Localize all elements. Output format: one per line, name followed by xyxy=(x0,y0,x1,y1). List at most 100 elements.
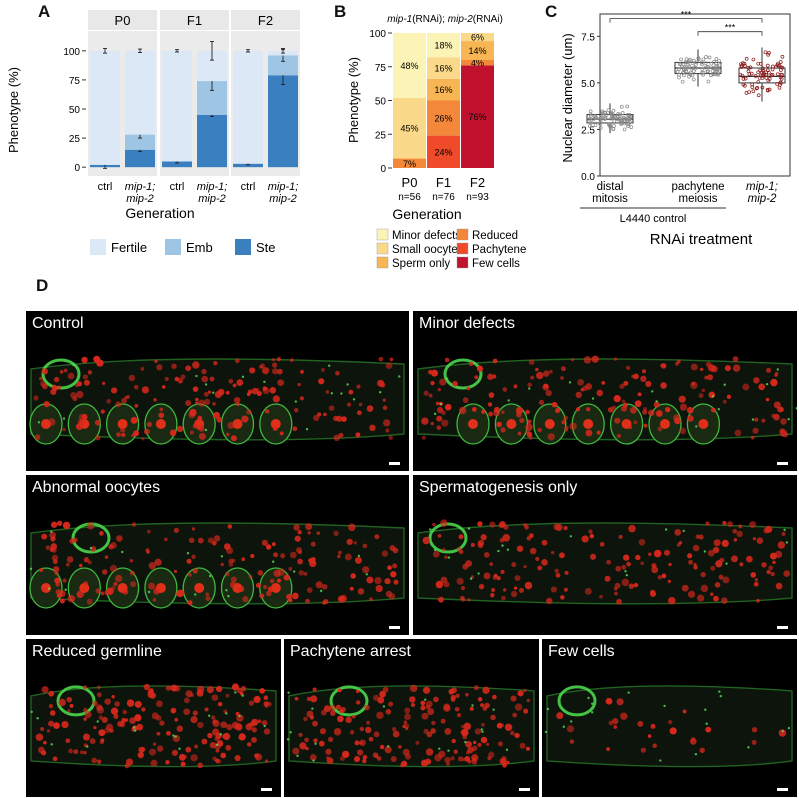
nucleus xyxy=(48,690,55,697)
tissue-outline xyxy=(417,522,793,605)
nucleus xyxy=(535,556,540,562)
nucleus xyxy=(289,551,297,559)
nucleus xyxy=(101,569,108,575)
data-point xyxy=(754,86,759,91)
nucleus xyxy=(469,706,474,711)
nucleus xyxy=(43,740,47,745)
nucleus xyxy=(229,581,237,588)
nucleus xyxy=(430,728,436,734)
nucleus xyxy=(513,586,518,590)
nucleus xyxy=(382,405,388,411)
oocyte-nucleus xyxy=(270,583,281,593)
nucleus xyxy=(492,358,498,364)
nucleus xyxy=(739,562,744,567)
nucleus xyxy=(288,566,293,571)
data-point xyxy=(779,81,783,85)
nucleus xyxy=(782,431,789,438)
nucleus xyxy=(766,569,771,575)
nucleus xyxy=(156,745,164,752)
nucleus xyxy=(751,739,757,745)
bar-segment-ste xyxy=(162,161,192,168)
nucleus xyxy=(528,435,533,441)
nucleus xyxy=(35,733,44,742)
nucleus xyxy=(233,396,241,404)
micrograph-spermatogenesis-only: Spermatogenesis only xyxy=(413,475,797,635)
nucleus xyxy=(61,720,69,729)
nucleus xyxy=(319,728,327,735)
scale-bar xyxy=(261,788,272,791)
nucleus xyxy=(198,432,206,440)
nucleus xyxy=(185,365,192,372)
nucleus xyxy=(191,554,196,559)
nucleus xyxy=(569,739,575,744)
nucleus xyxy=(490,592,495,598)
y-tick-label: 0 xyxy=(380,164,386,175)
nucleus xyxy=(437,387,441,392)
nucleus xyxy=(66,556,74,563)
legend-swatch xyxy=(376,256,389,269)
nucleus xyxy=(510,730,515,736)
green-speckle xyxy=(492,708,495,711)
nucleus xyxy=(131,522,137,527)
green-speckle xyxy=(330,392,333,395)
legend-label: Ste xyxy=(256,240,276,255)
nucleus xyxy=(404,713,411,721)
data-point xyxy=(612,119,617,124)
nucleus xyxy=(312,687,317,692)
data-point xyxy=(761,66,765,71)
y-axis-title: Phenotype (%) xyxy=(6,67,21,153)
nucleus xyxy=(183,708,191,716)
nucleus xyxy=(390,571,397,578)
nucleus xyxy=(261,539,269,546)
nucleus xyxy=(164,376,169,382)
nucleus xyxy=(488,411,493,417)
nucleus xyxy=(779,428,785,434)
nucleus xyxy=(309,754,317,761)
micrograph-pachytene-arrest: Pachytene arrest xyxy=(284,639,539,797)
nucleus xyxy=(770,378,778,387)
data-label: 16% xyxy=(434,85,452,95)
nucleus xyxy=(232,383,237,388)
nucleus xyxy=(350,573,356,579)
nucleus xyxy=(700,571,706,578)
data-point xyxy=(677,62,682,66)
nucleus xyxy=(477,742,482,747)
nucleus xyxy=(238,733,246,741)
nucleus xyxy=(440,718,446,724)
nucleus xyxy=(438,596,444,603)
nucleus xyxy=(436,425,442,430)
nucleus xyxy=(299,396,304,401)
x-category-label: mip-2 xyxy=(748,193,777,205)
nucleus xyxy=(432,550,440,558)
nucleus xyxy=(45,545,51,550)
nucleus xyxy=(89,738,96,745)
nucleus xyxy=(375,584,383,593)
nucleus xyxy=(403,720,408,725)
nucleus xyxy=(209,741,217,749)
nucleus xyxy=(765,525,773,533)
nucleus xyxy=(500,569,505,575)
nucleus xyxy=(581,535,589,543)
nucleus xyxy=(374,576,382,585)
nucleus xyxy=(545,389,552,397)
nucleus xyxy=(93,355,101,363)
nucleus xyxy=(496,421,502,428)
nucleus xyxy=(752,427,759,434)
nucleus xyxy=(183,697,190,704)
nucleus xyxy=(265,409,270,414)
nucleus xyxy=(146,421,153,427)
nucleus xyxy=(377,696,385,704)
nucleus xyxy=(207,732,213,739)
nucleus xyxy=(185,746,192,753)
nucleus xyxy=(359,739,366,747)
nucleus xyxy=(657,575,663,580)
nucleus xyxy=(761,562,767,568)
nucleus xyxy=(300,369,304,374)
nucleus xyxy=(633,420,638,425)
nucleus xyxy=(121,397,127,404)
nucleus xyxy=(687,415,694,422)
nucleus xyxy=(550,586,557,593)
nucleus xyxy=(63,368,68,373)
green-speckle xyxy=(587,696,590,700)
nucleus xyxy=(211,715,216,720)
